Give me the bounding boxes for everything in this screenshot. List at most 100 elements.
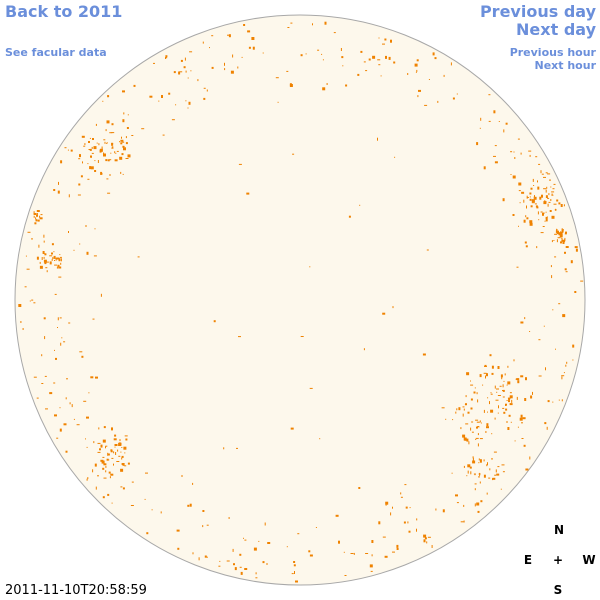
facula	[435, 508, 437, 511]
facula	[510, 174, 512, 175]
facula	[267, 542, 271, 544]
facula	[33, 376, 37, 378]
facula	[563, 204, 565, 207]
facula	[35, 217, 37, 220]
facula	[43, 317, 46, 320]
facula	[179, 71, 183, 73]
next-hour-link[interactable]: Next hour	[535, 59, 597, 72]
facula	[486, 426, 489, 429]
facula	[57, 317, 59, 321]
facula	[291, 573, 294, 575]
facula	[404, 484, 407, 486]
facula	[359, 204, 361, 206]
facula	[510, 151, 513, 153]
facula	[506, 421, 508, 423]
facula	[92, 318, 95, 320]
facula	[545, 218, 548, 222]
facula	[185, 70, 187, 73]
facula	[189, 503, 192, 507]
facula	[122, 141, 125, 143]
facula	[70, 149, 73, 152]
facula	[185, 100, 187, 102]
facula	[33, 211, 35, 215]
facula	[456, 502, 459, 504]
facula	[198, 557, 200, 561]
facula	[494, 474, 497, 476]
facula	[97, 160, 99, 163]
facula	[45, 408, 48, 410]
facula	[543, 325, 545, 327]
facula	[478, 476, 480, 478]
facula	[153, 62, 155, 64]
facula	[489, 468, 491, 471]
facula	[497, 412, 499, 414]
facula	[484, 475, 486, 477]
facula	[105, 445, 108, 447]
facula	[479, 472, 481, 476]
facula	[360, 50, 363, 53]
previous-hour-link[interactable]: Previous hour	[510, 46, 597, 59]
next-day-link[interactable]: Next day	[516, 20, 597, 39]
facula	[472, 460, 476, 463]
facula	[125, 136, 127, 139]
facula	[55, 357, 57, 360]
facula	[561, 375, 565, 377]
facula	[343, 551, 345, 553]
facula	[492, 478, 494, 481]
facula	[538, 375, 542, 377]
facula	[54, 264, 58, 266]
facula	[472, 456, 474, 459]
facula	[319, 438, 321, 440]
facula	[43, 234, 45, 238]
facula	[253, 547, 257, 551]
compass-north: N	[554, 523, 564, 537]
facula	[522, 417, 526, 420]
facula	[424, 104, 428, 106]
facula	[477, 399, 479, 403]
facula	[114, 444, 118, 446]
facula	[107, 95, 109, 98]
facula	[529, 198, 532, 201]
facula	[125, 158, 129, 159]
back-year-link[interactable]: Back to 2011	[5, 2, 122, 21]
facula	[491, 372, 494, 375]
facula	[365, 70, 368, 72]
facula	[541, 194, 543, 198]
facula	[508, 414, 511, 417]
facula	[89, 148, 92, 151]
facula	[110, 152, 112, 154]
facula	[558, 399, 560, 401]
facula	[85, 225, 87, 227]
facula	[77, 194, 81, 196]
facula	[547, 197, 550, 199]
facula	[546, 426, 548, 430]
facula	[344, 575, 347, 576]
facula	[102, 100, 104, 102]
facula	[405, 506, 408, 509]
facula	[64, 147, 67, 149]
facula	[494, 385, 496, 389]
facular-data-link[interactable]: See facular data	[5, 46, 107, 59]
facula	[39, 265, 43, 269]
facula	[493, 155, 496, 157]
facula	[110, 450, 113, 453]
compass-center: +	[553, 553, 563, 567]
facula	[390, 39, 392, 43]
facula	[181, 475, 183, 477]
previous-day-link[interactable]: Previous day	[480, 2, 597, 21]
facula	[489, 354, 492, 357]
facula	[462, 406, 465, 408]
facula	[224, 68, 226, 71]
facula	[204, 555, 207, 558]
facula	[497, 395, 501, 396]
facula	[183, 66, 186, 69]
facula	[63, 423, 67, 426]
facula	[168, 92, 171, 95]
facula	[106, 142, 108, 144]
facula	[495, 399, 499, 401]
facula	[507, 397, 511, 399]
facula	[479, 374, 482, 378]
facula	[531, 202, 535, 204]
facula	[203, 87, 206, 89]
facula	[67, 149, 69, 151]
